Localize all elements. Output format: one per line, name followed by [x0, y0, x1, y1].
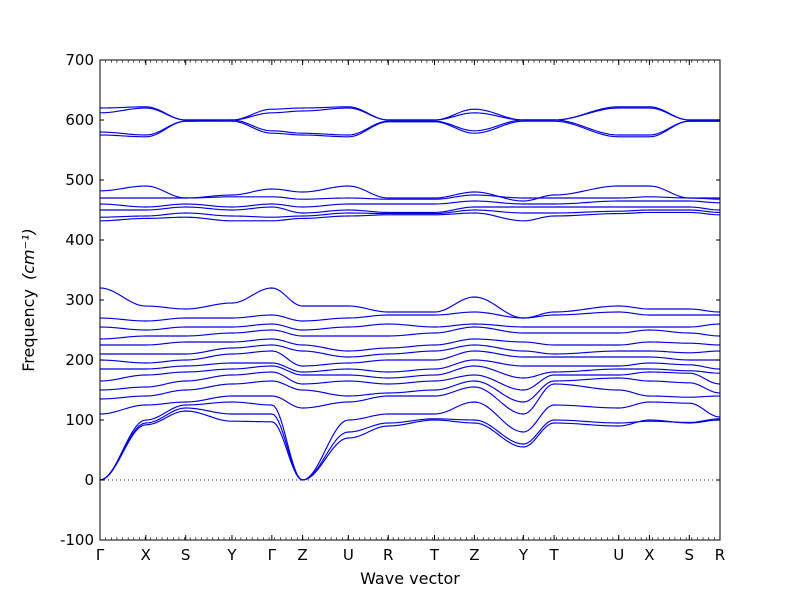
- y-tick-label: 300: [65, 291, 94, 309]
- band-line: [99, 410, 721, 481]
- band-line: [99, 371, 721, 391]
- x-tick-label: U: [613, 546, 624, 564]
- x-tick-label: Y: [518, 546, 529, 564]
- band-line: [99, 200, 721, 208]
- band-line: [99, 106, 720, 121]
- y-tick-label: 400: [65, 231, 94, 249]
- band-line: [100, 338, 721, 352]
- x-tick-label: Z: [297, 546, 307, 564]
- band-line: [99, 350, 720, 367]
- band-line: [100, 359, 721, 373]
- x-tick-label: X: [644, 546, 654, 564]
- x-tick-label: R: [715, 546, 725, 564]
- y-tick-label: 100: [65, 411, 94, 429]
- x-tick-label: U: [343, 546, 354, 564]
- x-tick-label: S: [181, 546, 191, 564]
- x-tick-label: Z: [469, 546, 479, 564]
- x-axis-label: Wave vector: [360, 569, 460, 588]
- y-tick-label: 500: [65, 171, 94, 189]
- y-axis-label-text: Frequency: [19, 289, 38, 372]
- y-tick-label: 0: [84, 471, 94, 489]
- y-axis-label-unit: (cm⁻¹): [19, 228, 38, 280]
- x-tick-label: X: [141, 546, 151, 564]
- band-line: [99, 401, 721, 481]
- band-line: [99, 365, 721, 382]
- y-tick-label: -100: [60, 531, 94, 549]
- band-line: [99, 185, 720, 202]
- x-tick-label: Γ: [268, 546, 277, 564]
- band-line: [100, 344, 721, 358]
- y-tick-label: 200: [65, 351, 94, 369]
- plot-frame: [99, 59, 721, 541]
- x-tick-label: T: [549, 546, 560, 564]
- band-line: [99, 287, 721, 319]
- band-line: [99, 326, 721, 340]
- band-line: [99, 209, 721, 218]
- band-line: [99, 211, 721, 222]
- x-tick-label: Γ: [96, 546, 105, 564]
- x-tick-label: S: [685, 546, 695, 564]
- x-tick-label: R: [383, 546, 393, 564]
- band-line: [99, 323, 721, 331]
- y-axis-ticks: -100 0 100 200 300 400 500 600 700: [60, 51, 720, 549]
- band-line: [99, 120, 720, 138]
- y-tick-label: 700: [65, 51, 94, 69]
- band-line: [99, 407, 721, 481]
- band-line: [100, 206, 721, 214]
- band-lines: [99, 106, 721, 481]
- band-line: [99, 377, 721, 403]
- band-line: [100, 194, 721, 200]
- x-tick-label: T: [429, 546, 440, 564]
- band-line: [99, 107, 720, 121]
- band-line: [99, 119, 720, 136]
- band-line: [99, 383, 721, 415]
- y-tick-label: 600: [65, 111, 94, 129]
- x-tick-label: Y: [226, 546, 237, 564]
- y-axis-label: Frequency (cm⁻¹): [19, 228, 38, 371]
- band-line: [99, 311, 720, 322]
